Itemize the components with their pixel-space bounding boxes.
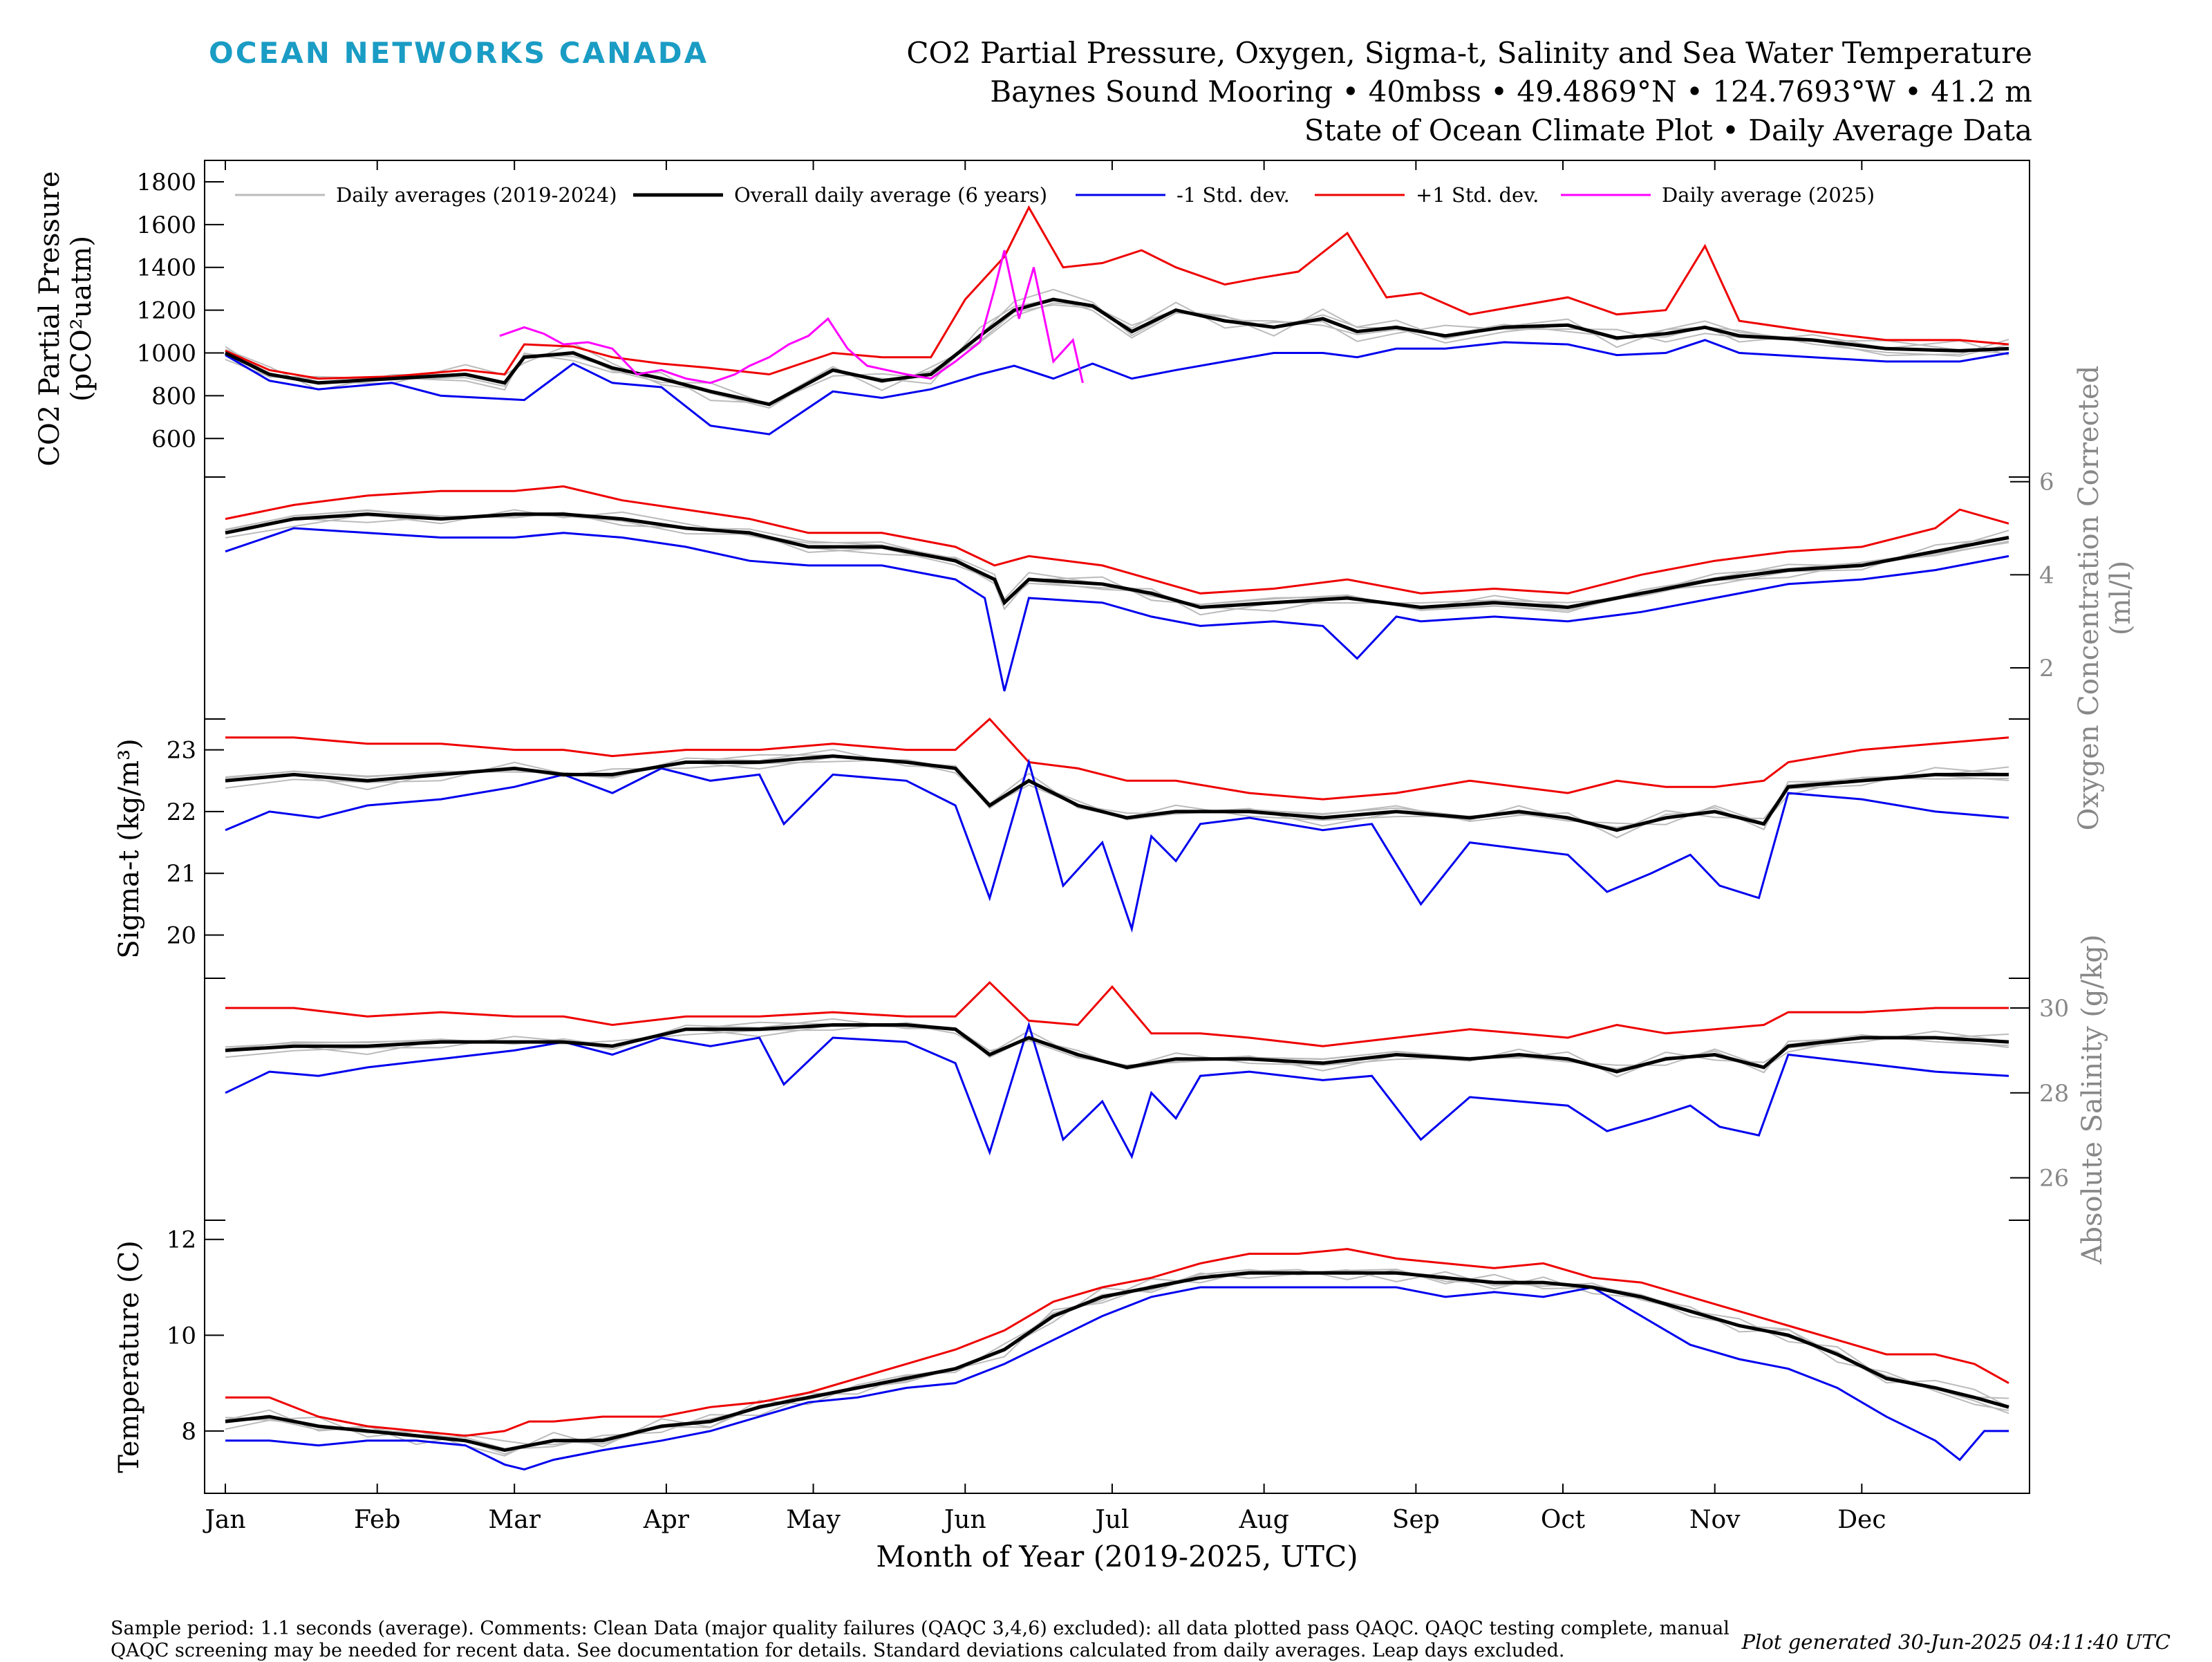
x-tick-label: Jan (202, 1506, 245, 1534)
footer-note: Sample period: 1.1 seconds (average). Co… (111, 1618, 1730, 1661)
temperature-y-tick-label: 10 (167, 1322, 196, 1350)
salinity-daily-average-line (225, 1024, 2009, 1078)
oxygen-daily-average-line (225, 510, 2009, 616)
x-axis-label: Month of Year (2019-2025, UTC) (876, 1540, 1358, 1574)
co2-mean-line (224, 297, 2009, 407)
temperature-y-tick-label: 12 (167, 1226, 196, 1254)
x-tick-label: Jun (941, 1506, 986, 1534)
sigma-mean-line (225, 754, 2009, 832)
oxygen-mean-line (225, 512, 2009, 610)
co2-y-tick-label: 1800 (136, 169, 196, 196)
co2-current-line (499, 250, 1084, 384)
salinity-daily-average-line (225, 1022, 2009, 1074)
oxygen-y-tick-label: 2 (2039, 655, 2054, 682)
sigma-y-tick-label: 20 (167, 922, 196, 950)
temperature-mean-line (225, 1271, 2009, 1453)
x-tick-label: May (786, 1506, 841, 1534)
x-tick-label: Apr (643, 1506, 690, 1534)
salinity-y-label: Absolute Salinity (g/kg) (2077, 934, 2108, 1264)
oxygen-y-label: Oxygen Concentration Corrected (2073, 366, 2105, 831)
oxygen-daily-average-line (225, 512, 2009, 611)
temperature-y-label: Temperature (C) (113, 1240, 145, 1473)
co2-y-tick-label: 1000 (136, 340, 196, 368)
brand-logo: OCEAN NETWORKS CANADA (209, 36, 709, 70)
sigma-y-tick-label: 21 (167, 860, 196, 888)
oxygen-y-tick-label: 6 (2039, 469, 2054, 496)
co2-y-tick-label: 1600 (136, 212, 196, 239)
legend-label: +1 Std. dev. (1416, 183, 1539, 207)
sigma-y-tick-label: 23 (167, 737, 196, 765)
oxygen-y-label: (ml/l) (2105, 561, 2137, 635)
x-tick-label: Sep (1392, 1506, 1440, 1534)
chart-subtitle-location: Baynes Sound Mooring • 40mbss • 49.4869°… (990, 75, 2032, 109)
legend-label: -1 Std. dev. (1177, 183, 1290, 207)
chart-title: CO2 Partial Pressure, Oxygen, Sigma-t, S… (906, 36, 2032, 70)
legend-label: Daily average (2025) (1662, 183, 1875, 207)
chart-subtitle-type: State of Ocean Climate Plot • Daily Aver… (1304, 113, 2032, 147)
oxygen-daily-average-line (225, 509, 2009, 612)
x-tick-label: Nov (1689, 1506, 1741, 1534)
sigma-lower-line (225, 758, 2009, 933)
salinity-lower-line (225, 1021, 2009, 1159)
co2-y-tick-label: 1400 (136, 254, 196, 282)
legend-label: Daily averages (2019-2024) (336, 183, 617, 207)
legend-label: Overall daily average (6 years) (734, 183, 1047, 207)
co2-y-label: (pCO²uatm) (66, 236, 97, 402)
salinity-mean-line (225, 1023, 2009, 1074)
salinity-upper-line (225, 980, 2009, 1047)
salinity-y-tick-label: 26 (2039, 1165, 2069, 1193)
x-tick-label: Jul (1092, 1506, 1129, 1534)
salinity-y-tick-label: 28 (2039, 1080, 2069, 1108)
co2-daily-average-line (225, 298, 2009, 406)
temperature-y-tick-label: 8 (181, 1418, 196, 1446)
sigma-daily-average-line (225, 758, 2009, 832)
x-tick-label: Aug (1239, 1506, 1289, 1534)
co2-y-tick-label: 1200 (136, 297, 196, 325)
x-tick-label: Oct (1541, 1506, 1586, 1534)
temperature-lower-line (225, 1286, 2009, 1470)
oxygen-lower-line (225, 527, 2009, 691)
oxygen-upper-line (225, 485, 2009, 595)
co2-y-label: CO2 Partial Pressure (34, 171, 66, 466)
co2-y-tick-label: 600 (151, 425, 196, 453)
temperature-upper-line (225, 1248, 2009, 1437)
oxygen-y-tick-label: 4 (2039, 561, 2054, 589)
footer-generated: Plot generated 30-Jun-2025 04:11:40 UTC (1741, 1630, 2171, 1654)
sigma-upper-line (225, 717, 2009, 801)
co2-y-tick-label: 800 (151, 382, 196, 410)
x-tick-label: Mar (488, 1506, 541, 1534)
plot-frame (204, 160, 2030, 1494)
oxygen-daily-average-line (225, 509, 2009, 613)
sigma-y-tick-label: 22 (167, 799, 196, 826)
x-tick-label: Feb (354, 1506, 400, 1534)
sigma-y-label: Sigma-t (kg/m³) (113, 738, 145, 958)
co2-lower-line (225, 339, 2009, 436)
x-tick-label: Dec (1837, 1506, 1886, 1534)
co2-upper-line (225, 205, 2009, 380)
salinity-y-tick-label: 30 (2039, 995, 2069, 1023)
